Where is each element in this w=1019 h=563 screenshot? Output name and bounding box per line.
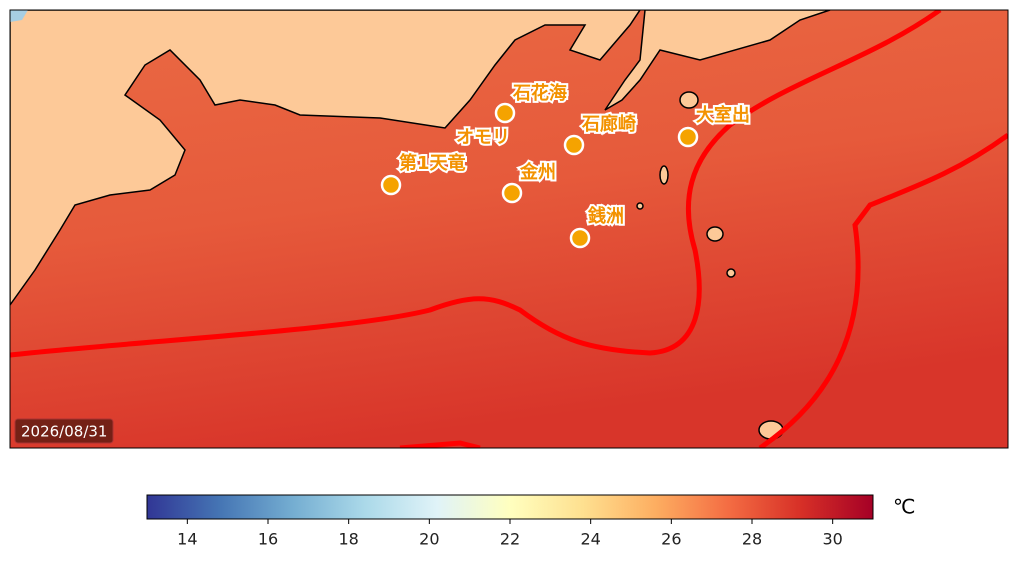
islands bbox=[636, 91, 784, 440]
station-marker bbox=[677, 126, 699, 148]
date: 2026/08/31 bbox=[21, 423, 107, 441]
lake bbox=[10, 10, 28, 22]
station-marker bbox=[563, 134, 585, 156]
colorbar-bar bbox=[146, 494, 874, 520]
station-label: 大室出 bbox=[696, 104, 750, 126]
station-label: 金州 bbox=[519, 161, 556, 183]
colorbar-tick-label: 16 bbox=[258, 530, 278, 549]
map-frame bbox=[9, 9, 1009, 449]
station-marker bbox=[380, 174, 402, 196]
colorbar: ℃ 14 16 18 20 22 24 26 28 30 bbox=[146, 494, 915, 549]
map bbox=[10, 10, 1008, 448]
station-label: 第1天竜 bbox=[399, 152, 466, 174]
colorbar-tick-label: 28 bbox=[742, 530, 762, 549]
date-box bbox=[14, 418, 114, 444]
station-marker bbox=[569, 227, 591, 249]
colorbar-tick-label: 26 bbox=[661, 530, 681, 549]
station-label: 石花海 bbox=[512, 82, 567, 104]
colorbar-tick-label: 14 bbox=[177, 530, 197, 549]
colorbar-tick-label: 22 bbox=[500, 530, 520, 549]
station-label: 銭洲 bbox=[587, 205, 624, 227]
colorbar-unit: ℃ bbox=[893, 495, 915, 519]
colorbar-tick-label: 18 bbox=[338, 530, 358, 549]
station-marker bbox=[494, 102, 516, 124]
front-lines bbox=[10, 10, 1008, 448]
colorbar-tick-label: 24 bbox=[580, 530, 600, 549]
land bbox=[10, 10, 641, 307]
colorbar-tick-label: 20 bbox=[419, 530, 439, 549]
station-label: オモリ bbox=[456, 127, 510, 148]
colorbar-tick-label: 30 bbox=[822, 530, 842, 549]
stations: 石花海 オモリ 第1天竜 金州 石廊崎 大室出 銭洲 bbox=[380, 80, 752, 249]
land bbox=[604, 10, 831, 111]
sea bbox=[10, 10, 1008, 448]
station-marker bbox=[501, 182, 523, 204]
station-label: 石廊崎 bbox=[581, 113, 636, 135]
